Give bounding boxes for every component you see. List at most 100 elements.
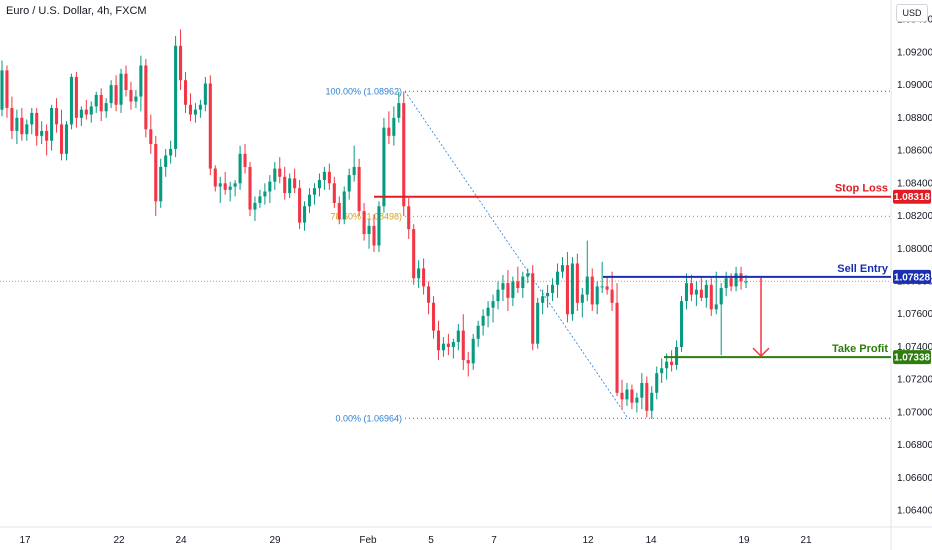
candle[interactable]	[709, 278, 713, 316]
candle[interactable]	[347, 168, 351, 200]
candle[interactable]	[64, 121, 69, 161]
candle[interactable]	[397, 91, 401, 123]
candle[interactable]	[293, 168, 297, 194]
candle[interactable]	[89, 101, 93, 123]
candle[interactable]	[501, 274, 505, 302]
candle[interactable]	[451, 338, 455, 359]
candle[interactable]	[412, 224, 416, 285]
candle[interactable]	[387, 111, 391, 145]
candle[interactable]	[486, 301, 490, 328]
candle[interactable]	[114, 75, 118, 112]
candle[interactable]	[84, 99, 88, 120]
candle[interactable]	[129, 81, 133, 110]
candle[interactable]	[59, 109, 64, 161]
candle[interactable]	[521, 271, 525, 298]
candle[interactable]	[307, 188, 312, 213]
candle[interactable]	[69, 73, 73, 130]
candle[interactable]	[620, 379, 624, 410]
candle[interactable]	[625, 382, 629, 406]
candle[interactable]	[149, 114, 153, 154]
candle[interactable]	[243, 144, 247, 174]
candle[interactable]	[526, 268, 530, 284]
candle[interactable]	[739, 266, 743, 290]
candle[interactable]	[55, 98, 59, 133]
candle[interactable]	[134, 90, 138, 109]
price-axis[interactable]: 1.094001.092001.090001.088001.086001.084…	[897, 15, 932, 517]
candle[interactable]	[377, 201, 381, 253]
candle[interactable]	[327, 163, 331, 190]
candle[interactable]	[427, 281, 431, 315]
candle[interactable]	[511, 276, 515, 307]
candle[interactable]	[79, 106, 83, 127]
candle[interactable]	[456, 324, 460, 351]
candle[interactable]	[689, 274, 693, 302]
candle[interactable]	[139, 55, 143, 112]
candle[interactable]	[258, 189, 262, 208]
candle[interactable]	[198, 99, 202, 118]
candlestick-series[interactable]	[0, 29, 748, 419]
candle[interactable]	[615, 283, 619, 397]
candle[interactable]	[675, 340, 679, 370]
time-axis[interactable]: 17 22 24 29 Feb 5 7 12 14 19 21	[19, 535, 812, 546]
candle[interactable]	[233, 180, 237, 197]
candle[interactable]	[660, 358, 664, 383]
candle[interactable]	[283, 166, 287, 200]
candle[interactable]	[551, 278, 555, 302]
candle[interactable]	[188, 93, 193, 122]
candle[interactable]	[179, 29, 183, 91]
candle[interactable]	[342, 186, 346, 225]
candle[interactable]	[312, 183, 317, 205]
candle[interactable]	[30, 108, 34, 135]
trade-levels[interactable]: Stop Loss 1.08318 Sell Entry 1.07828 Take Pr…	[0, 183, 931, 365]
candle[interactable]	[352, 145, 356, 182]
candle[interactable]	[506, 270, 510, 311]
candle[interactable]	[555, 263, 560, 298]
candle[interactable]	[724, 271, 728, 297]
candle[interactable]	[104, 98, 108, 118]
candle[interactable]	[169, 140, 173, 164]
candle[interactable]	[541, 289, 545, 315]
candle[interactable]	[471, 333, 475, 370]
candle[interactable]	[20, 108, 24, 141]
candle[interactable]	[45, 124, 49, 156]
candle[interactable]	[5, 65, 9, 118]
candle[interactable]	[332, 176, 336, 208]
candle[interactable]	[268, 175, 272, 203]
candle[interactable]	[253, 196, 257, 221]
candle[interactable]	[719, 283, 723, 356]
candle[interactable]	[476, 320, 480, 347]
candle[interactable]	[635, 392, 639, 413]
candle[interactable]	[322, 166, 326, 190]
candle[interactable]	[704, 279, 708, 308]
candle[interactable]	[273, 162, 277, 190]
candle[interactable]	[193, 103, 197, 123]
candle[interactable]	[0, 60, 4, 117]
candle[interactable]	[516, 266, 520, 293]
candle[interactable]	[367, 219, 371, 249]
candle[interactable]	[303, 201, 307, 231]
candle[interactable]	[496, 281, 500, 310]
candle[interactable]	[94, 91, 98, 113]
candle[interactable]	[15, 109, 19, 145]
candle[interactable]	[481, 309, 485, 336]
candle[interactable]	[208, 75, 212, 176]
candle[interactable]	[382, 117, 386, 213]
candle[interactable]	[585, 240, 589, 302]
candle[interactable]	[575, 253, 579, 311]
candle[interactable]	[124, 65, 128, 97]
candle[interactable]	[25, 119, 29, 141]
candle[interactable]	[570, 256, 574, 321]
candle[interactable]	[536, 297, 540, 349]
candle[interactable]	[446, 333, 450, 356]
candle[interactable]	[600, 261, 604, 293]
candle[interactable]	[699, 276, 703, 302]
candle[interactable]	[590, 268, 594, 311]
candle[interactable]	[74, 72, 78, 128]
candle[interactable]	[119, 68, 123, 113]
candle[interactable]	[565, 252, 569, 323]
candle[interactable]	[417, 260, 421, 289]
candle[interactable]	[174, 36, 178, 158]
candle[interactable]	[402, 91, 406, 217]
candle[interactable]	[580, 288, 584, 318]
